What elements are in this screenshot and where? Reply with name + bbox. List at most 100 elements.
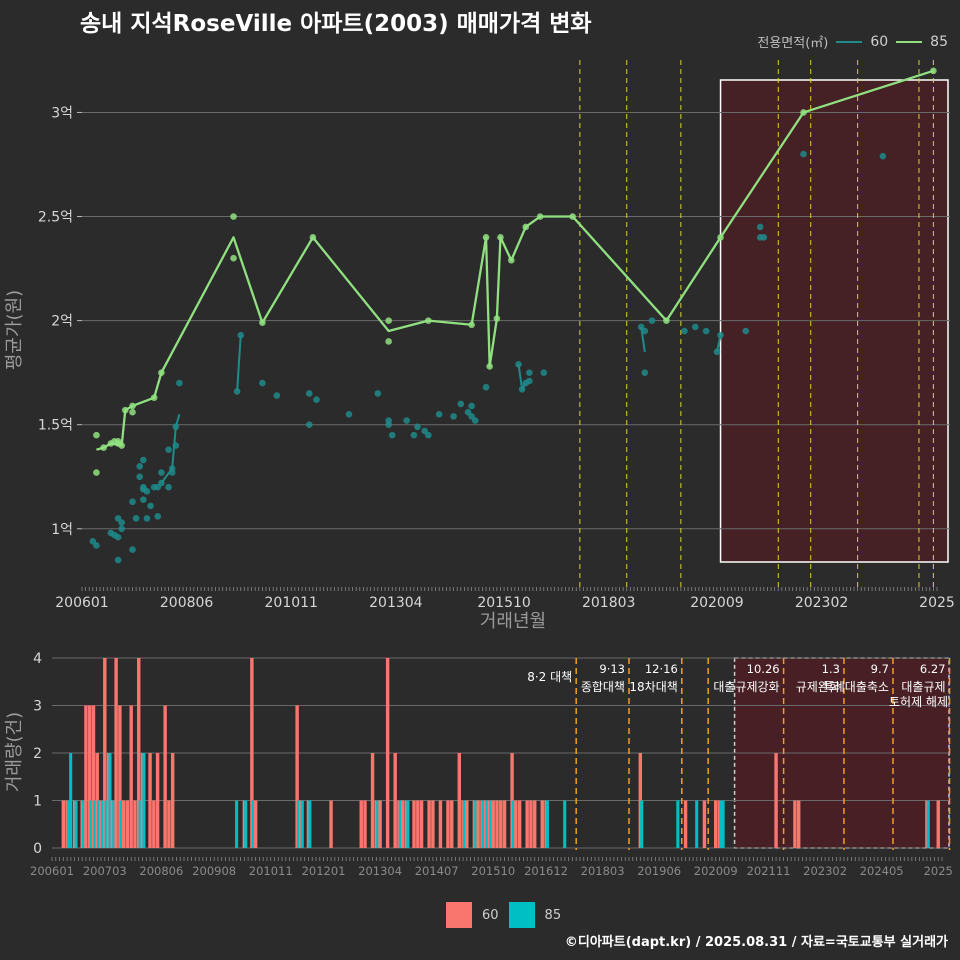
- data-point-60: [93, 542, 100, 549]
- volume-bar-60: [359, 800, 363, 848]
- volume-bar-60: [167, 800, 171, 848]
- volume-bar-60: [419, 800, 424, 848]
- data-point-60: [800, 150, 807, 158]
- data-point-60: [118, 525, 125, 533]
- volume-bar-85: [296, 800, 301, 848]
- legend-title: 전용면적(㎡): [757, 36, 829, 51]
- volume-x-tick-label: 201011: [249, 864, 293, 878]
- volume-y-tick-label: 0: [33, 841, 42, 857]
- data-point-60: [482, 383, 490, 391]
- volume-bar-85: [308, 800, 312, 848]
- volume-bar-60: [450, 800, 454, 848]
- volume-bar-60: [529, 800, 533, 848]
- data-point-60: [313, 396, 320, 404]
- data-point-60: [388, 431, 396, 439]
- volume-bar-85: [489, 800, 493, 848]
- volume-bar-60: [148, 753, 152, 848]
- volume-bar-85: [244, 800, 248, 848]
- volume-bar-85: [676, 800, 680, 848]
- volume-bar-60: [84, 705, 88, 848]
- data-point-60: [742, 327, 750, 335]
- data-point-60: [403, 417, 410, 424]
- data-point-85: [93, 431, 100, 439]
- policy-label: 대출규제강화: [713, 680, 779, 694]
- volume-bar-85: [66, 800, 70, 848]
- volume-bar-85: [93, 800, 97, 848]
- source-credit: ©디아파트(dapt.kr) / 2025.08.31 / 자료=국토교통부 실…: [564, 935, 948, 950]
- volume-bar-60: [118, 705, 122, 848]
- y-tick-label: 3억: [51, 105, 73, 121]
- volume-x-tick-label: 2025: [924, 864, 953, 878]
- policy-label: 규제완화: [796, 680, 840, 694]
- data-point-60: [114, 556, 122, 564]
- data-point-60: [471, 417, 479, 424]
- volume-bar-85: [376, 800, 380, 848]
- data-point-60: [410, 431, 418, 439]
- data-point-60: [143, 488, 151, 495]
- data-point-85: [129, 402, 136, 410]
- x-tick-label: 201011: [265, 595, 318, 611]
- volume-bar-60: [457, 753, 462, 848]
- volume-bar-85: [100, 800, 104, 848]
- data-point-60: [879, 152, 887, 160]
- volume-bar-85: [545, 800, 549, 848]
- volume-x-tick-label: 200806: [139, 864, 183, 878]
- volume-bar-60: [61, 800, 66, 848]
- x-tick-label: 2025: [919, 595, 955, 611]
- volume-bar-60: [431, 800, 435, 848]
- volume-bar-60: [702, 800, 707, 848]
- volume-bar-85: [474, 800, 478, 848]
- volume-bar-60: [401, 800, 405, 848]
- data-point-85: [569, 213, 576, 220]
- data-point-85: [497, 234, 504, 241]
- y-tick-label: 2억: [51, 314, 73, 330]
- volume-bar-85: [138, 800, 142, 848]
- data-point-60: [140, 456, 147, 464]
- data-point-85: [508, 256, 515, 264]
- volume-bar-60: [438, 800, 443, 848]
- volume-bar-85: [142, 753, 146, 848]
- volume-bar-60: [393, 753, 397, 848]
- data-point-60: [385, 421, 392, 429]
- data-point-60: [129, 546, 136, 553]
- data-point-60: [132, 515, 140, 522]
- volume-y-tick-label: 1: [33, 794, 42, 810]
- volume-bar-85: [721, 800, 725, 848]
- volume-y-axis-label: 거래량(건): [4, 712, 25, 792]
- legend-swatch-85: [896, 40, 923, 43]
- volume-bar-85: [640, 800, 644, 848]
- policy-date-label: 9·13: [599, 662, 625, 676]
- volume-bar-60: [532, 800, 537, 848]
- data-point-60: [165, 446, 172, 453]
- volume-bar-85: [89, 800, 93, 848]
- volume-bar-60: [499, 800, 503, 848]
- volume-bar-60: [525, 800, 529, 848]
- data-point-60: [158, 479, 165, 487]
- volume-bar-60: [329, 800, 333, 848]
- data-point-85: [309, 234, 317, 241]
- x-axis-label: 거래년월: [480, 611, 546, 632]
- policy-date-label: 1.3: [822, 662, 840, 676]
- data-point-85: [118, 442, 125, 449]
- volume-bar-60: [491, 800, 495, 848]
- volume-bar-85: [251, 800, 255, 848]
- data-point-85: [385, 338, 392, 345]
- volume-bar-85: [406, 800, 410, 848]
- x-tick-label: 201803: [582, 595, 635, 611]
- x-tick-label: 202009: [690, 595, 743, 611]
- volume-bar-60: [253, 800, 258, 848]
- data-point-60: [641, 327, 649, 335]
- volume-x-tick-label: 201201: [302, 864, 346, 878]
- data-point-60: [641, 369, 649, 376]
- data-point-85: [717, 234, 724, 241]
- volume-bar-60: [446, 800, 450, 848]
- data-point-85: [522, 223, 530, 231]
- volume-bar-60: [495, 800, 499, 848]
- volume-legend-label-85: 85: [544, 907, 562, 923]
- policy-label-extra: 토허제 해제: [889, 695, 948, 709]
- volume-x-tick-label: 201510: [471, 864, 515, 878]
- data-point-60: [140, 496, 147, 503]
- volume-bar-60: [133, 800, 137, 848]
- volume-bar-60: [137, 658, 141, 848]
- volume-bar-85: [74, 800, 78, 848]
